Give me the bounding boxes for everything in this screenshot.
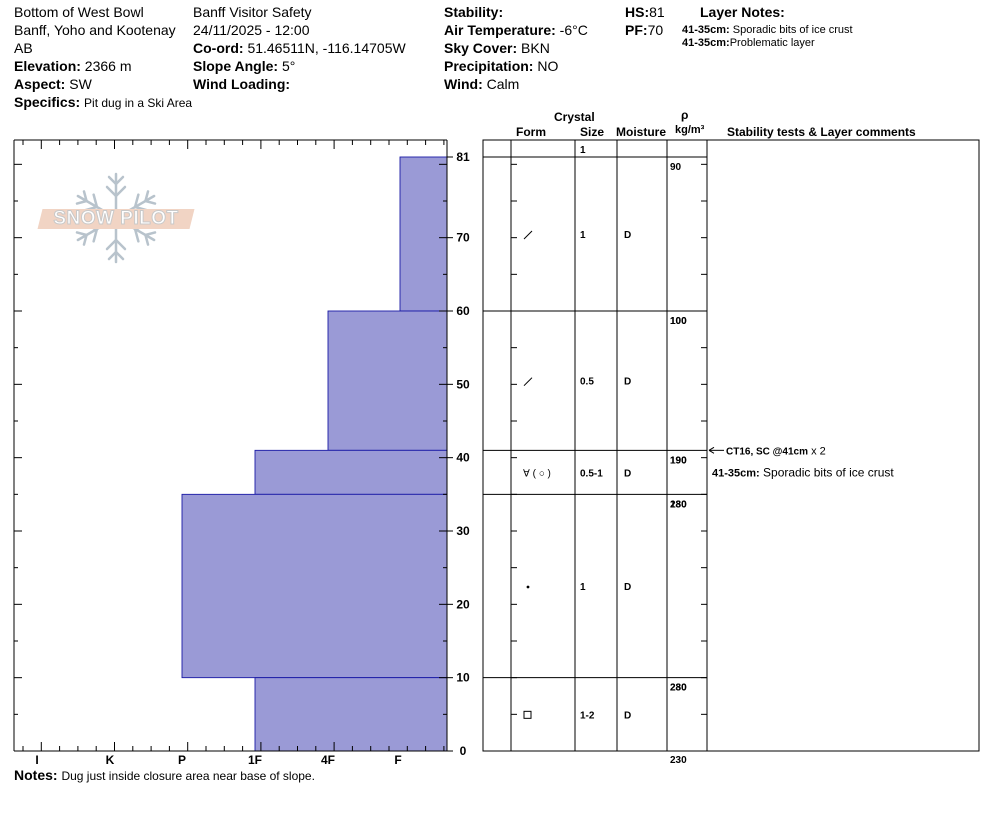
layer-size-4: 1 [580,582,586,593]
observation-datetime: 24/11/2025 - 12:00 [193,22,310,38]
crystal-form-facet-icon [523,377,533,387]
hardness-label-F: F [394,753,401,767]
stability-test-multiplier: x 2 [808,445,826,457]
density-value-10: 230 [670,755,687,766]
density-value-5: 190 [670,455,687,466]
layer-comment: 41-35cm: Sporadic bits of ice crust [712,465,894,479]
layer-size-2: 0.5 [580,377,594,388]
stability-test-label: CT16, SC @41cm x 2 [726,445,826,457]
height-label-30: 30 [456,524,470,538]
layer-size-5: 1-2 [580,710,595,721]
layer-note-1: 41-35cm: Sporadic bits of ice crust [682,24,853,36]
slope-field: Slope Angle: 5° [193,58,296,74]
hardness-bar-1 [399,156,448,312]
layer-moisture-3: D [624,468,631,479]
snowflake-icon [72,172,160,264]
air-temp-field: Air Temperature: -6°C [444,22,588,38]
height-label-0: 0 [460,744,467,758]
logo-text: SNOW PILOT [53,208,179,230]
height-label-40: 40 [456,451,470,465]
layer-comment-text: Sporadic bits of ice crust [760,465,895,479]
layer-moisture-5: D [624,710,631,721]
height-label-50: 50 [456,377,470,391]
hardness-bar-4 [181,493,448,679]
hardness-label-K: K [106,753,115,767]
moisture-header: Moisture [616,125,667,139]
layer-table-frame [482,139,980,752]
density-value-1: 90 [670,162,682,173]
stability-test-code: CT16, SC @41cm [726,446,808,457]
top-size-value: 1 [580,145,586,156]
hardness-bar-5 [254,677,448,752]
height-label-10: 10 [456,671,470,685]
region-name: Banff, Yoho and Kootenay [14,22,176,38]
crystal-form-mixed-icon: ∀ ( ○ ) [523,468,551,479]
layer-note-2: 41-35cm:Problematic layer [682,37,815,49]
hardness-label-P: P [178,753,186,767]
notes-field: Notes: Dug just inside closure area near… [14,767,315,783]
hardness-label-4F: 4F [321,753,335,767]
crystal-form-facet-icon [523,230,533,240]
density-value-6: 180 [670,499,687,510]
hardness-label-I: I [35,753,38,767]
observer-name: Banff Visitor Safety [193,4,312,20]
crystal-header: Crystal [554,110,595,124]
layer-size-1: 1 [580,230,586,241]
coord-field: Co-ord: 51.46511N, -116.14705W [193,40,406,56]
hs-field: HS:81 [625,4,665,20]
location-name: Bottom of West Bowl [14,4,144,20]
pf-field: PF:70 [625,22,664,38]
wind-field: Wind: Calm [444,76,520,92]
snowpilot-logo: SNOW PILOT [37,170,195,270]
layer-size-3: 0.5-1 [580,468,603,479]
aspect-field: Aspect: SW [14,76,92,92]
layer-moisture-2: D [624,377,631,388]
height-label-20: 20 [456,597,470,611]
sky-cover-field: Sky Cover: BKN [444,40,550,56]
density-unit-header: kg/m³ [675,124,705,136]
hardness-bar-2 [327,310,448,451]
rho-header: ρ [681,108,689,122]
wind-loading-field: Wind Loading: [193,76,291,92]
layer-notes-title: Layer Notes: [700,4,785,20]
density-value-7: 230 [670,499,687,510]
density-value-3: 100 [670,316,687,327]
specifics-field: Specifics: Pit dug in a Ski Area [14,94,193,110]
crystal-form-square-icon [523,710,532,719]
layer-moisture-1: D [624,230,631,241]
hardness-bar-3 [254,449,448,495]
form-header: Form [516,125,546,139]
height-label-60: 60 [456,304,470,318]
stability-test-arrowhead [708,446,715,454]
precip-field: Precipitation: NO [444,58,559,74]
density-value-9: 230 [670,683,687,694]
height-label-81: 81 [456,150,470,164]
hardness-label-1F: 1F [248,753,262,767]
crystal-form-dot-icon [526,585,530,589]
size-header: Size [580,125,605,139]
elevation-field: Elevation: 2366 m [14,58,132,74]
stability-comments-header: Stability tests & Layer comments [727,125,916,139]
stability-field: Stability: [444,4,504,20]
density-value-8: 280 [670,683,687,694]
density-value-4: 190 [670,455,687,466]
height-label-70: 70 [456,231,470,245]
state-name: AB [14,40,33,56]
density-value-2: 100 [670,316,687,327]
layer-moisture-4: D [624,582,631,593]
layer-comment-range: 41-35cm: [712,467,760,479]
